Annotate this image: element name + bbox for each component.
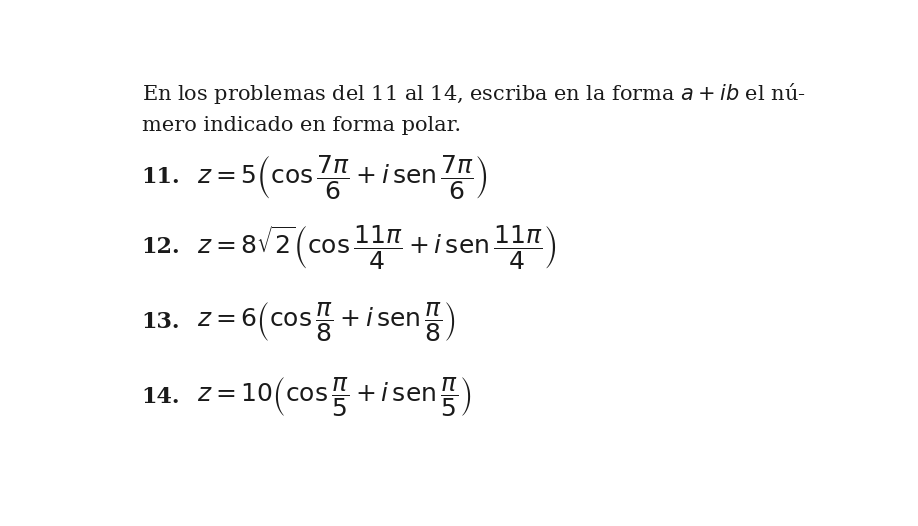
Text: 13.: 13. — [141, 311, 180, 333]
Text: $z = 5\left(\cos\dfrac{7\pi}{6} + i\,\mathrm{sen}\,\dfrac{7\pi}{6}\right)$: $z = 5\left(\cos\dfrac{7\pi}{6} + i\,\ma… — [196, 153, 487, 200]
Text: $z = 10\left(\cos\dfrac{\pi}{5} + i\,\mathrm{sen}\,\dfrac{\pi}{5}\right)$: $z = 10\left(\cos\dfrac{\pi}{5} + i\,\ma… — [196, 376, 471, 419]
Text: $z = 6\left(\cos\dfrac{\pi}{8} + i\,\mathrm{sen}\,\dfrac{\pi}{8}\right)$: $z = 6\left(\cos\dfrac{\pi}{8} + i\,\mat… — [196, 300, 455, 344]
Text: 11.: 11. — [141, 166, 181, 188]
Text: 14.: 14. — [141, 386, 180, 408]
Text: En los problemas del 11 al 14, escriba en la forma $a + ib$ el nú-: En los problemas del 11 al 14, escriba e… — [141, 82, 805, 106]
Text: mero indicado en forma polar.: mero indicado en forma polar. — [141, 116, 461, 135]
Text: $z = 8\sqrt{2}\left(\cos\dfrac{11\pi}{4} + i\,\mathrm{sen}\,\dfrac{11\pi}{4}\rig: $z = 8\sqrt{2}\left(\cos\dfrac{11\pi}{4}… — [196, 224, 556, 271]
Text: 12.: 12. — [141, 236, 181, 258]
